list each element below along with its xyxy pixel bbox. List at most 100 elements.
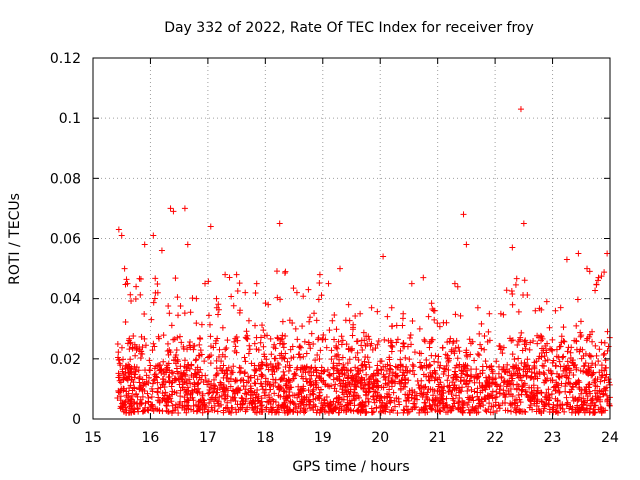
data-point [223, 385, 230, 392]
data-point [397, 347, 404, 354]
data-point [447, 407, 454, 414]
data-point [421, 338, 428, 345]
data-point [188, 362, 195, 369]
data-point [450, 384, 457, 391]
data-point [341, 370, 348, 377]
data-point [416, 325, 423, 332]
data-point [199, 390, 206, 397]
data-point [416, 409, 423, 416]
data-point [411, 371, 418, 378]
data-point [241, 354, 248, 361]
data-point [371, 388, 378, 395]
data-point-peak [305, 286, 312, 293]
data-point [212, 372, 219, 379]
data-point [602, 407, 609, 414]
data-point [478, 345, 485, 352]
data-point [365, 359, 372, 366]
data-point [445, 355, 452, 362]
data-point [303, 350, 310, 357]
data-point [219, 324, 226, 331]
data-point [501, 399, 508, 406]
data-point [436, 407, 443, 414]
data-point [586, 408, 593, 415]
data-point [533, 358, 540, 365]
data-point [237, 406, 244, 413]
data-point [300, 293, 307, 300]
data-point-peak [207, 223, 214, 230]
data-point [213, 371, 220, 378]
data-point [444, 377, 451, 384]
data-point [300, 407, 307, 414]
data-point [352, 378, 359, 385]
data-point [345, 346, 352, 353]
data-point [507, 372, 514, 379]
data-point [243, 328, 250, 335]
data-point [437, 362, 444, 369]
data-point [297, 408, 304, 415]
data-point [215, 353, 222, 360]
data-point [515, 392, 522, 399]
data-point [306, 318, 313, 325]
data-point [334, 362, 341, 369]
data-point [263, 362, 270, 369]
data-point [456, 348, 463, 355]
data-point [348, 375, 355, 382]
data-point [366, 385, 373, 392]
data-point [213, 304, 220, 311]
data-point [593, 352, 600, 359]
data-point [363, 333, 370, 340]
data-point [456, 395, 463, 402]
data-point [468, 366, 475, 373]
data-point [186, 339, 193, 346]
data-point [425, 313, 432, 320]
data-point [495, 363, 502, 370]
data-point [271, 368, 278, 375]
data-point [471, 357, 478, 364]
data-point [332, 381, 339, 388]
data-point [361, 385, 368, 392]
data-point [500, 311, 507, 318]
data-point [478, 320, 485, 327]
data-point [329, 408, 336, 415]
data-point [165, 302, 172, 309]
data-point [318, 292, 325, 299]
data-point [493, 408, 500, 415]
data-point [254, 376, 261, 383]
data-point [248, 360, 255, 367]
data-point [213, 357, 220, 364]
data-point [358, 399, 365, 406]
data-point [187, 380, 194, 387]
data-point [137, 276, 144, 283]
data-point [561, 338, 568, 345]
data-point [574, 402, 581, 409]
data-point [413, 403, 420, 410]
data-point [468, 373, 475, 380]
data-point [345, 374, 352, 381]
data-point-peak [150, 232, 157, 239]
data-point [114, 341, 121, 348]
data-point [576, 384, 583, 391]
data-point [308, 381, 315, 388]
data-point [605, 343, 612, 350]
data-point-peak [115, 226, 122, 233]
data-point [416, 350, 423, 357]
data-point [518, 377, 525, 384]
data-point [502, 407, 509, 414]
data-point [231, 348, 238, 355]
data-point [316, 374, 323, 381]
data-point [554, 402, 561, 409]
data-point [127, 382, 134, 389]
data-point [335, 409, 342, 416]
data-point [495, 401, 502, 408]
data-point [338, 341, 345, 348]
data-point [177, 393, 184, 400]
data-point [517, 336, 524, 343]
data-point [162, 378, 169, 385]
data-point [207, 396, 214, 403]
data-point [321, 397, 328, 404]
data-point [466, 377, 473, 384]
data-point [374, 362, 381, 369]
data-point [417, 359, 424, 366]
data-point [270, 376, 277, 383]
data-point [553, 408, 560, 415]
